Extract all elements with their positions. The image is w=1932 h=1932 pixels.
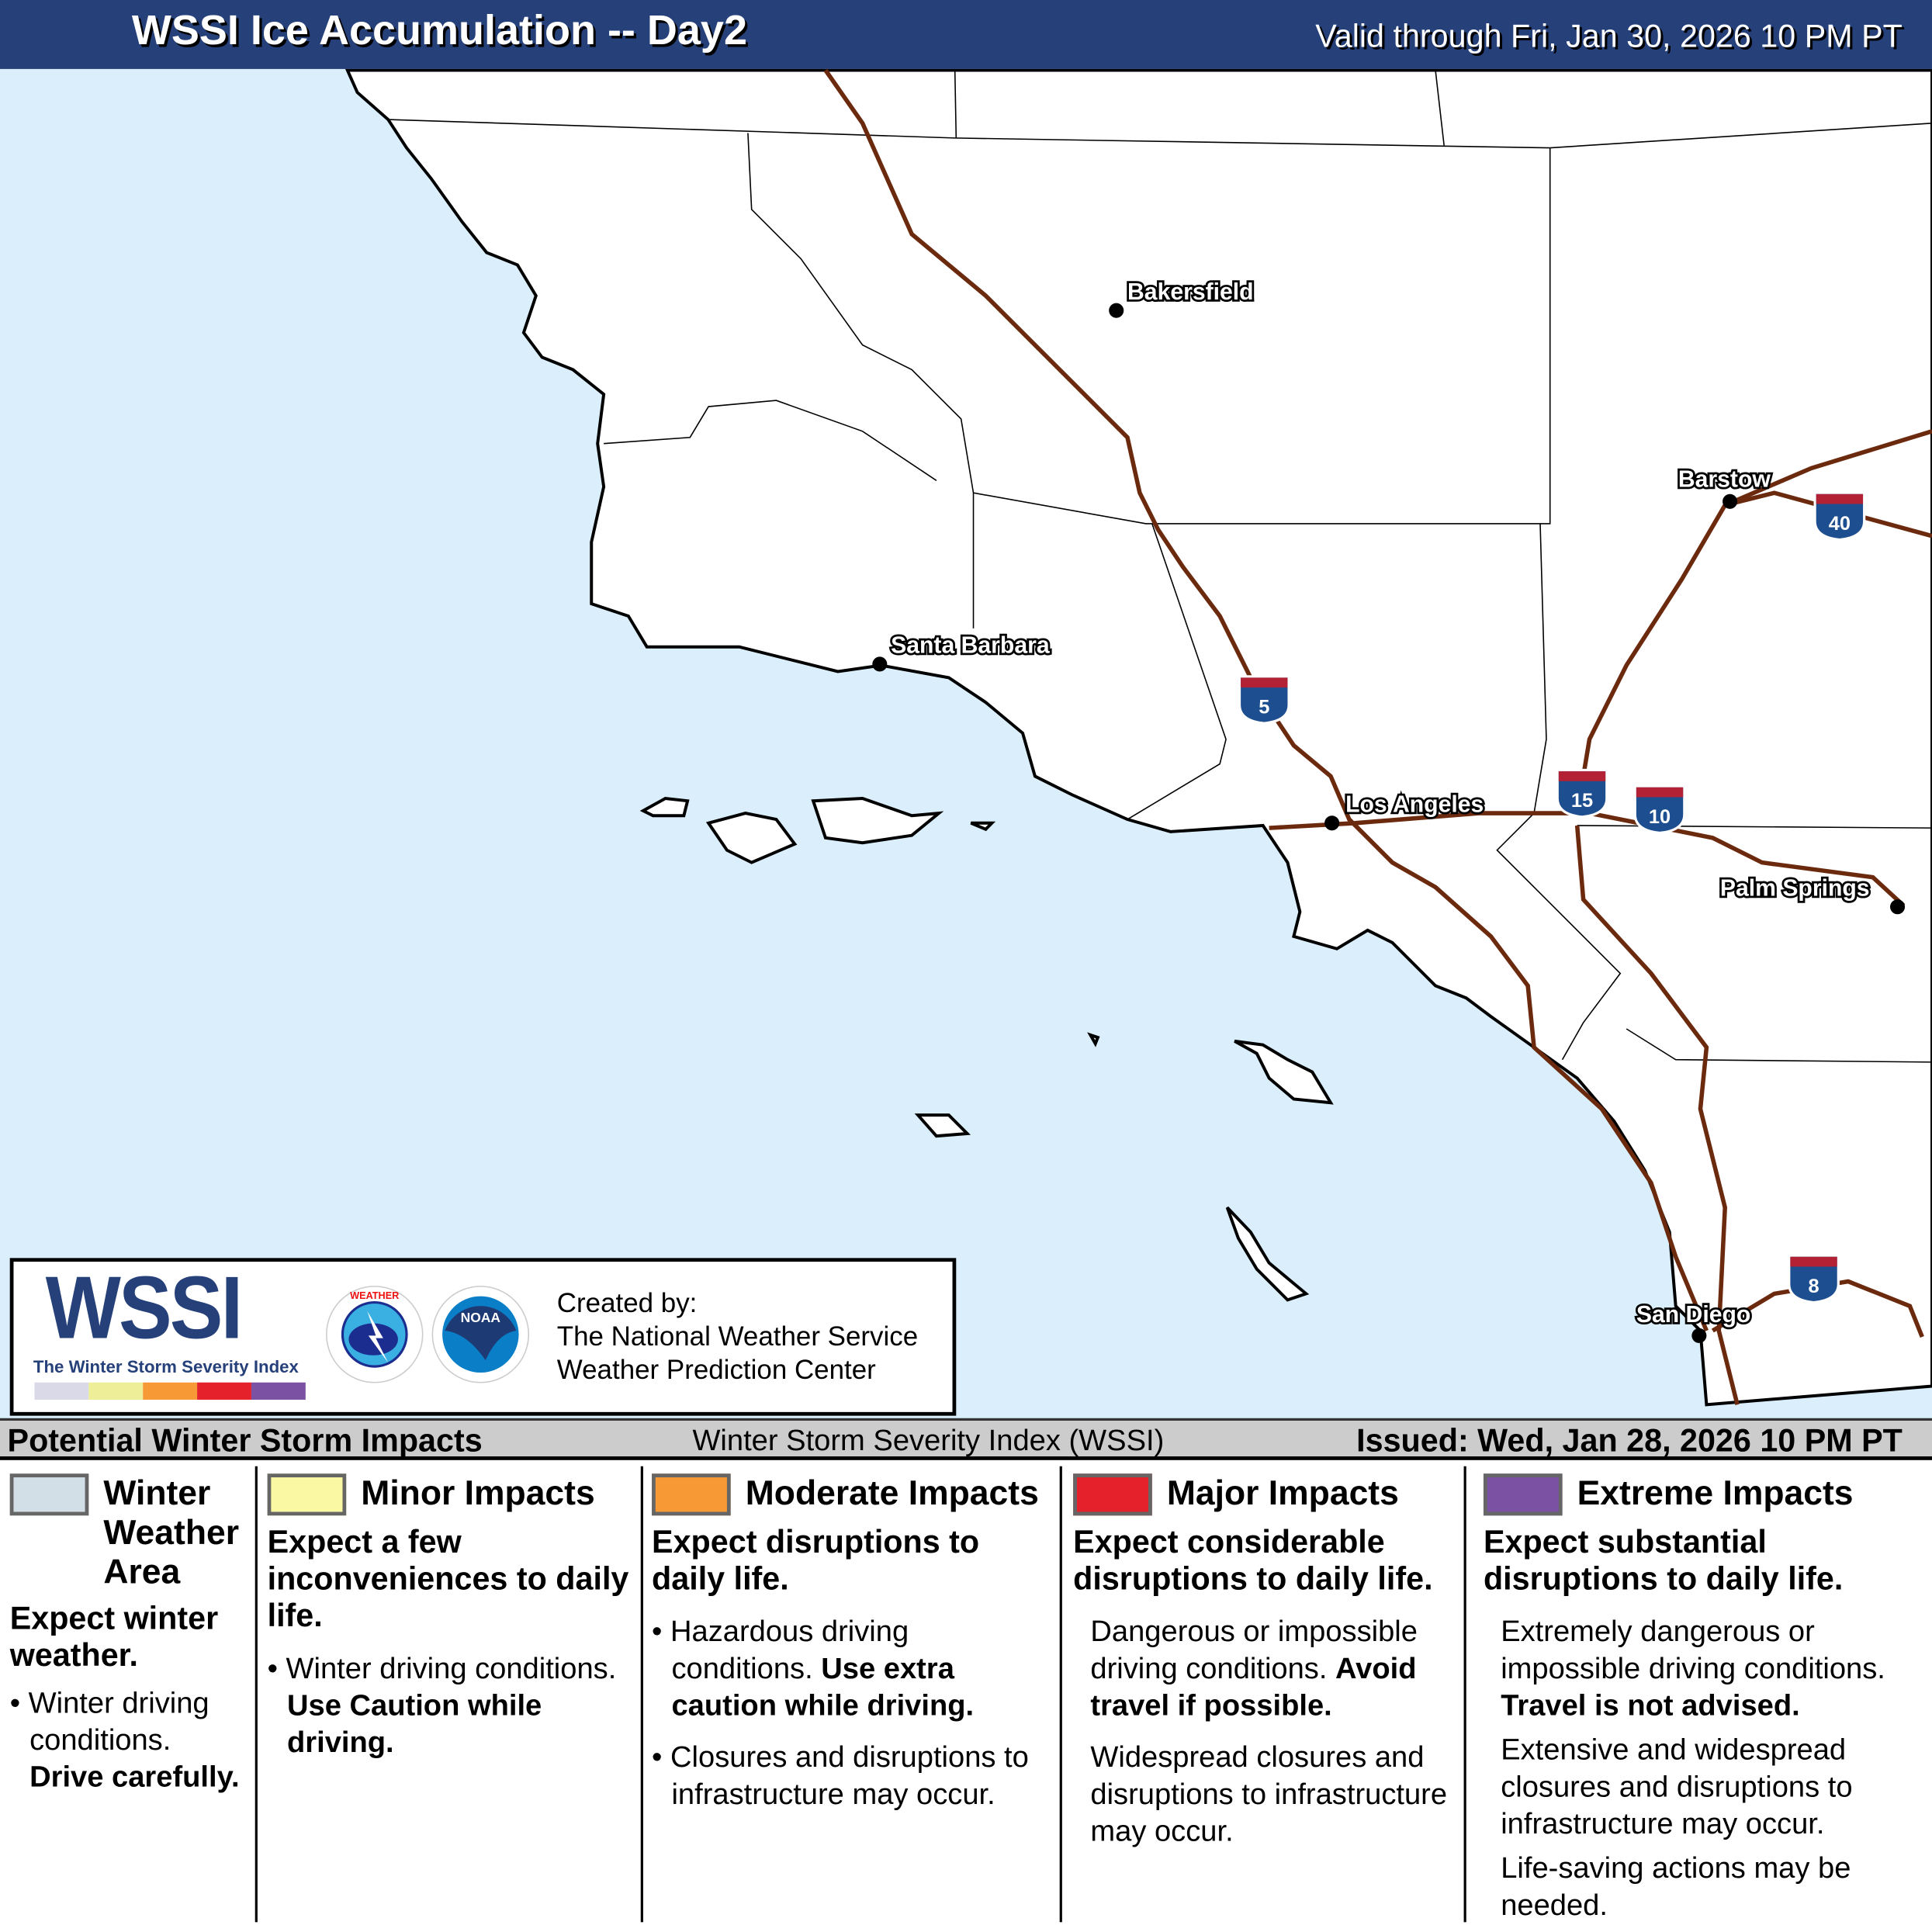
- legend-detail: • Hazardous driving conditions. Use extr…: [652, 1615, 975, 1723]
- legend-major-impacts: Major Impacts Expect considerable disrup…: [1073, 1473, 1460, 1865]
- legend-detail: Dangerous or impossible driving conditio…: [1090, 1615, 1418, 1723]
- legend-title: Extreme Impacts: [1577, 1473, 1854, 1512]
- legend-title: Minor Impacts: [361, 1473, 595, 1512]
- legend-summary: Expect winter weather.: [9, 1599, 219, 1674]
- swatch-major: [1073, 1473, 1152, 1516]
- wssi-color-bar: [34, 1382, 306, 1400]
- svg-text:WEATHER: WEATHER: [350, 1290, 399, 1301]
- legend-detail: • Winter driving conditions. Use Caution…: [267, 1652, 617, 1760]
- legend-header-bar: Potential Winter Storm Impacts Winter St…: [0, 1418, 1932, 1460]
- interstate-10-shield: 10: [1633, 784, 1686, 835]
- legend-title: Winter Weather Area: [103, 1473, 240, 1591]
- legend-summary: Expect considerable disruptions to daily…: [1073, 1522, 1433, 1598]
- svg-text:5: 5: [1259, 696, 1269, 718]
- wssi-tagline: The Winter Storm Severity Index: [33, 1356, 299, 1376]
- divider: [1059, 1466, 1062, 1923]
- legend-extreme-impacts: Extreme Impacts Expect substantial disru…: [1483, 1473, 1927, 1924]
- org-wpc: Weather Prediction Center: [556, 1354, 876, 1385]
- legend-title: Major Impacts: [1166, 1473, 1399, 1512]
- legend-heading: Potential Winter Storm Impacts: [7, 1421, 483, 1459]
- legend-detail-2: • Closures and disruptions to infrastruc…: [652, 1740, 1029, 1812]
- nws-logo: WEATHER: [326, 1286, 424, 1383]
- svg-text:8: 8: [1808, 1276, 1819, 1297]
- legend-summary: Expect a few inconveniences to daily lif…: [267, 1522, 629, 1634]
- noaa-logo: NOAA: [431, 1286, 530, 1383]
- issued-time: Issued: Wed, Jan 28, 2026 10 PM PT: [1356, 1421, 1903, 1459]
- svg-text:15: 15: [1571, 790, 1593, 812]
- divider: [254, 1466, 258, 1923]
- swatch-minor: [267, 1473, 347, 1516]
- wssi-logo: WSSI: [45, 1259, 243, 1358]
- svg-text:40: 40: [1829, 513, 1851, 535]
- svg-text:10: 10: [1649, 806, 1671, 828]
- swatch-moderate: [652, 1473, 731, 1516]
- city-label-bakersfield: Bakersfield: [1127, 279, 1254, 305]
- created-by-label: Created by:: [556, 1287, 698, 1319]
- valid-time: Valid through Fri, Jan 30, 2026 10 PM PT: [1315, 17, 1903, 54]
- city-markers: [872, 303, 1906, 1343]
- map-title: WSSI Ice Accumulation -- Day2: [131, 7, 748, 54]
- interstate-40-shield: 40: [1813, 491, 1866, 542]
- swatch-winter-weather: [9, 1473, 89, 1516]
- header: WSSI Ice Accumulation -- Day2 Valid thro…: [0, 0, 1932, 69]
- created-by: Created by: The National Weather Service…: [557, 1286, 918, 1387]
- city-label-santa-barbara: Santa Barbara: [891, 633, 1050, 659]
- city-label-palm-springs: Palm Springs: [1720, 875, 1870, 901]
- legend-detail: Extremely dangerous or impossible drivin…: [1501, 1615, 1885, 1723]
- map: Bakersfield Barstow Santa Barbara Los An…: [0, 68, 1932, 1420]
- legend-summary: Expect substantial disruptions to daily …: [1483, 1522, 1844, 1598]
- interstate-15-shield: 15: [1556, 768, 1608, 819]
- interstate-shields: 5 15 10 40 8: [1238, 491, 1866, 1304]
- legend-detail-2: Extensive and widespread closures and di…: [1501, 1733, 1853, 1841]
- city-label-barstow: Barstow: [1678, 466, 1771, 492]
- legend-minor-impacts: Minor Impacts Expect a few inconvenience…: [267, 1473, 637, 1777]
- legend-detail-3: Life-saving actions may be needed.: [1501, 1851, 1851, 1923]
- county-lines: [388, 70, 1932, 1063]
- legend-detail: • Winter driving conditions. Drive caref…: [9, 1686, 240, 1795]
- org-nws: The National Weather Service: [556, 1321, 919, 1352]
- divider: [640, 1466, 643, 1923]
- city-label-san-diego: San Diego: [1636, 1302, 1750, 1328]
- legend-detail-2: Widespread closures and disruptions to i…: [1090, 1740, 1448, 1849]
- divider: [1463, 1466, 1466, 1923]
- legend-winter-weather-area: Winter Weather Area Expect winter weathe…: [9, 1473, 251, 1811]
- logo-panel: WSSI The Winter Storm Severity Index WEA…: [9, 1258, 957, 1416]
- islands: [639, 796, 1334, 1302]
- swatch-extreme: [1483, 1473, 1563, 1516]
- highways: [823, 68, 1932, 1406]
- legend-subheading: Winter Storm Severity Index (WSSI): [692, 1424, 1165, 1458]
- city-label-los-angeles: Los Angeles: [1345, 791, 1484, 817]
- legend-title: Moderate Impacts: [745, 1473, 1039, 1512]
- legend-moderate-impacts: Moderate Impacts Expect disruptions to d…: [652, 1473, 1056, 1828]
- interstate-8-shield: 8: [1788, 1254, 1840, 1304]
- legend-summary: Expect disruptions to daily life.: [652, 1522, 980, 1598]
- svg-text:NOAA: NOAA: [461, 1310, 501, 1325]
- interstate-5-shield: 5: [1238, 675, 1290, 725]
